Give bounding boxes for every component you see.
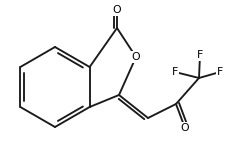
Text: O: O: [132, 52, 140, 62]
Text: F: F: [172, 67, 178, 77]
Text: O: O: [181, 123, 189, 133]
Text: O: O: [113, 5, 121, 15]
Text: F: F: [197, 50, 203, 60]
Text: F: F: [217, 67, 223, 77]
